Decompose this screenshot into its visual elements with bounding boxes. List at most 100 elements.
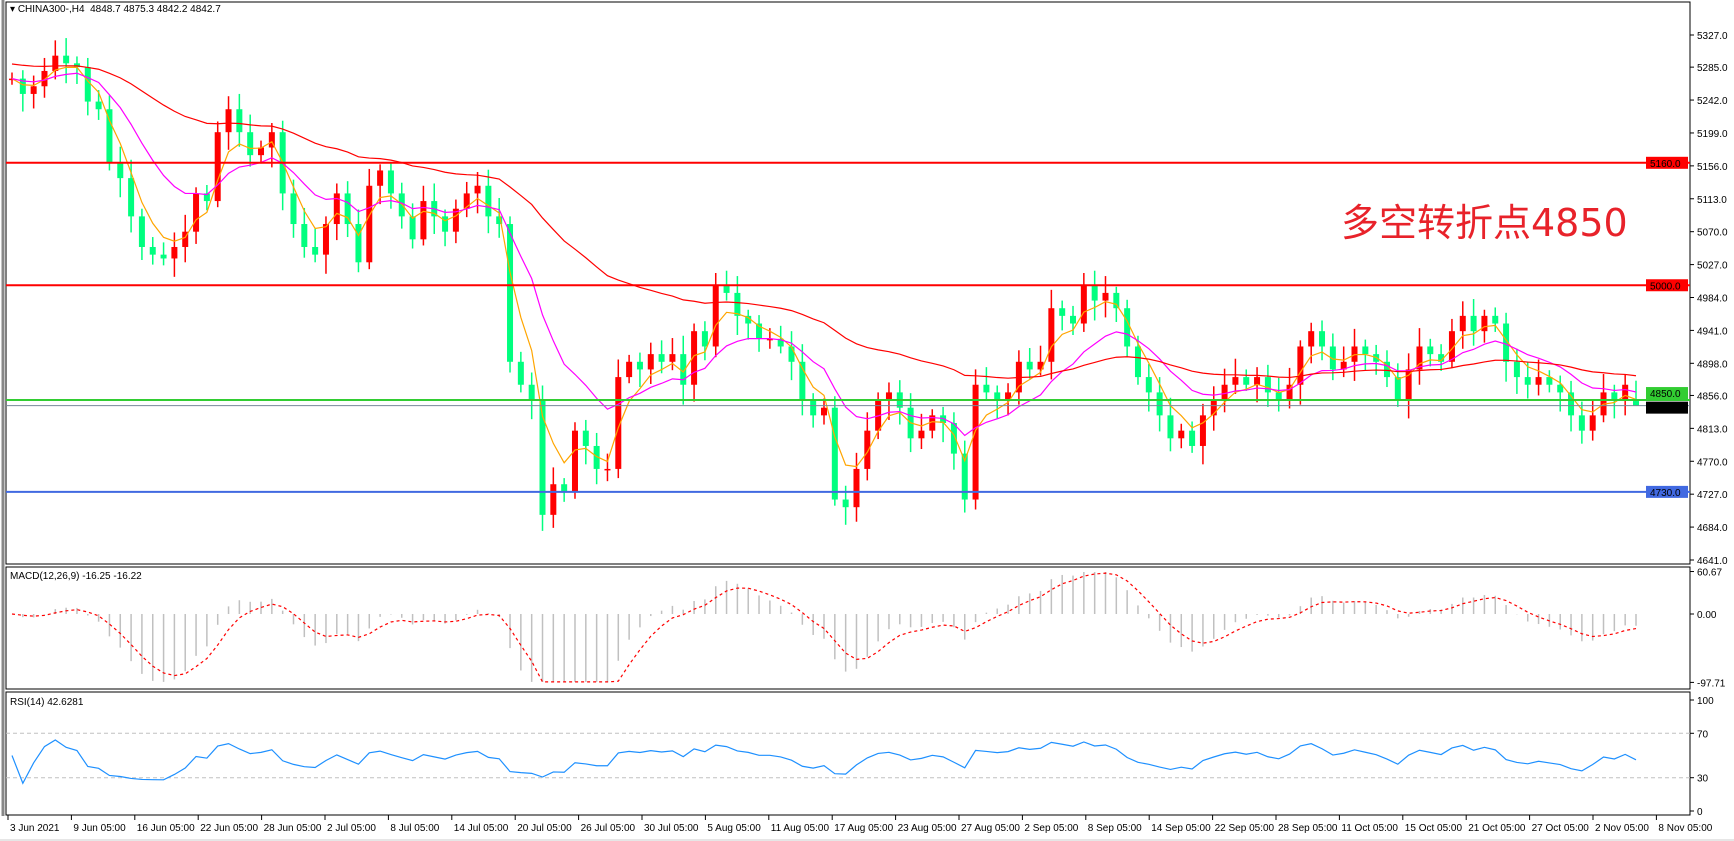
- candle-body: [420, 201, 427, 240]
- macd-tick-label: 0.00: [1697, 610, 1717, 621]
- candle-body: [1210, 400, 1217, 416]
- candle-body: [1199, 415, 1206, 446]
- candle-body: [322, 224, 329, 255]
- candle-body: [528, 384, 535, 401]
- annotation-text: 多空转折点4850: [1341, 201, 1628, 245]
- macd-signal-line: [11, 572, 1637, 683]
- candle-body: [106, 109, 113, 163]
- candle-body: [301, 224, 308, 247]
- time-tick-label: 14 Sep 05:00: [1151, 823, 1211, 834]
- candle-body: [1124, 308, 1131, 347]
- current-price-tag: [1646, 401, 1688, 414]
- candle-body: [539, 400, 546, 515]
- time-tick-label: 22 Jun 05:00: [200, 823, 258, 834]
- candle-body: [1254, 377, 1261, 385]
- candle-body: [745, 315, 752, 324]
- candle-body: [84, 67, 91, 102]
- candle-body: [1080, 285, 1087, 324]
- candle-body: [1145, 377, 1152, 393]
- level-tag-label: 4730.0: [1650, 488, 1681, 499]
- time-tick-label: 3 Jun 2021: [10, 823, 60, 834]
- candle-body: [994, 392, 1001, 401]
- candle-body: [940, 415, 947, 424]
- candle-body: [1048, 308, 1055, 362]
- candle-body: [561, 484, 568, 492]
- candle-body: [1416, 346, 1423, 370]
- candle-body: [1470, 315, 1477, 332]
- price-tick-label: 4941.0: [1697, 326, 1728, 337]
- chart-header: ▾ CHINA300-,H4 4848.7 4875.3 4842.2 4842…: [10, 4, 221, 15]
- time-tick-label: 11 Aug 05:00: [771, 823, 830, 834]
- price-tick-label: 4684.0: [1697, 523, 1728, 534]
- candle-body: [52, 55, 59, 71]
- price-tick-label: 5070.0: [1697, 228, 1728, 239]
- rsi-tick-label: 30: [1697, 774, 1709, 785]
- candle-body: [1394, 377, 1401, 401]
- price-tick-label: 5327.0: [1697, 31, 1728, 42]
- candle-body: [821, 407, 827, 416]
- candle-body: [1503, 323, 1510, 362]
- candle-body: [1026, 361, 1033, 370]
- time-tick-label: 2 Sep 05:00: [1024, 823, 1078, 834]
- candle-body: [885, 392, 892, 401]
- candle-body: [214, 132, 221, 202]
- candle-body: [1091, 285, 1098, 301]
- candle-body: [626, 361, 633, 378]
- candle-body: [1005, 392, 1012, 401]
- candle-body: [1622, 384, 1629, 401]
- candle-body: [669, 354, 676, 362]
- candle-body: [463, 193, 470, 209]
- price-tick-label: 5199.0: [1697, 129, 1728, 140]
- candle-body: [1340, 361, 1347, 370]
- candle-body: [950, 423, 957, 454]
- price-tick-label: 5113.0: [1697, 195, 1727, 206]
- candle-body: [377, 170, 384, 186]
- candle-body: [1448, 331, 1455, 362]
- candle-body: [1383, 361, 1390, 378]
- candle-body: [853, 468, 860, 508]
- time-tick-label: 8 Sep 05:00: [1088, 823, 1142, 834]
- candle-body: [1427, 346, 1434, 355]
- rsi-panel: [5, 691, 1691, 816]
- macd-panel: [5, 566, 1691, 690]
- candle-body: [1243, 377, 1250, 385]
- candle-body: [485, 185, 492, 217]
- current-price-label: 4842.7: [1650, 404, 1681, 415]
- candle-body: [1481, 315, 1488, 332]
- candle-body: [496, 216, 503, 225]
- macd-tick-label: -97.71: [1697, 678, 1726, 689]
- candle-body: [734, 292, 741, 316]
- candle-body: [691, 331, 698, 385]
- price-tick-label: 4727.0: [1697, 490, 1728, 501]
- time-tick-label: 2 Nov 05:00: [1595, 823, 1649, 834]
- candle-body: [73, 63, 80, 68]
- candle-body: [1178, 430, 1185, 439]
- price-tick-label: 4984.0: [1697, 293, 1728, 304]
- level-tag-label: 4850.0: [1650, 389, 1681, 400]
- candle-body: [636, 361, 643, 370]
- candle-body: [615, 377, 622, 469]
- candle-body: [268, 132, 275, 148]
- candle-body: [593, 445, 600, 469]
- rsi-tick-label: 70: [1697, 729, 1709, 740]
- candle-body: [236, 109, 243, 133]
- candle-body: [128, 178, 135, 217]
- candle-body: [1535, 377, 1542, 385]
- candle-body: [1513, 361, 1520, 378]
- candle-body: [474, 185, 481, 194]
- ma-slow-line: [11, 63, 1637, 379]
- time-tick-label: 14 Jul 05:00: [454, 823, 509, 834]
- rsi-tick-label: 100: [1697, 696, 1714, 707]
- time-tick-label: 27 Aug 05:00: [961, 823, 1020, 834]
- level-tag-label: 5000.0: [1650, 281, 1681, 292]
- candle-body: [582, 430, 589, 446]
- candle-body: [647, 354, 654, 370]
- candle-body: [983, 384, 990, 393]
- time-tick-label: 27 Oct 05:00: [1532, 823, 1590, 834]
- time-tick-label: 28 Sep 05:00: [1278, 823, 1338, 834]
- time-tick-label: 21 Oct 05:00: [1468, 823, 1526, 834]
- candle-body: [1578, 415, 1585, 431]
- candle-body: [452, 208, 459, 232]
- level-tag: [1646, 485, 1688, 498]
